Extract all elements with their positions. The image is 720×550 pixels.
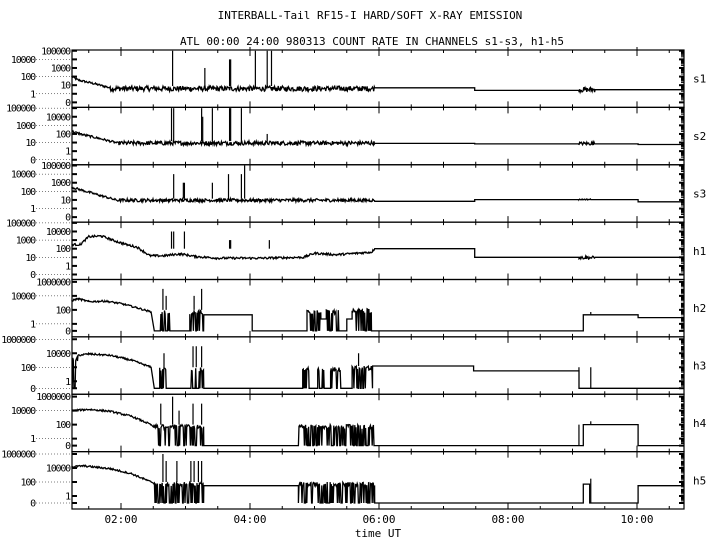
y-tick-label: 0 bbox=[30, 270, 36, 281]
series-h5 bbox=[71, 464, 685, 504]
panel-h3: 1000000 10000 100 1 0 h3 bbox=[1, 333, 706, 395]
y-tick-label: 1 bbox=[65, 261, 71, 272]
panel-frame bbox=[71, 164, 685, 223]
x-tick-labels: 02:00 04:00 06:00 08:00 10:00 bbox=[104, 513, 653, 526]
panel-h5: 1000000 10000 100 1 0 h5 bbox=[1, 448, 706, 510]
channel-label: h4 bbox=[693, 417, 707, 430]
y-tick-label: 10000 bbox=[11, 55, 36, 66]
y-tick-label: 100000 bbox=[41, 46, 71, 57]
y-tick-label: 1000000 bbox=[36, 277, 71, 288]
y-tick-label: 1000 bbox=[51, 63, 71, 74]
y-tick-label: 100 bbox=[21, 478, 37, 489]
y-tick-label: 1 bbox=[30, 434, 36, 445]
panel-frame bbox=[71, 393, 685, 453]
y-tick-label: 10000 bbox=[46, 112, 71, 123]
channel-label: h3 bbox=[693, 360, 706, 373]
x-tick-label: 04:00 bbox=[233, 513, 266, 526]
series-h2 bbox=[71, 297, 685, 332]
channel-label: h2 bbox=[693, 302, 706, 315]
series-s1 bbox=[71, 75, 685, 95]
series-h4 bbox=[71, 408, 685, 447]
y-tick-label: 1 bbox=[30, 204, 36, 215]
y-tick-label: 10000 bbox=[11, 406, 36, 417]
channel-label: s3 bbox=[693, 187, 706, 200]
y-tick-label: 100 bbox=[21, 72, 37, 83]
y-tick-label: 1000000 bbox=[1, 450, 36, 461]
panels: 1000001000010001001010s11000001000010001… bbox=[1, 46, 707, 510]
y-tick-label: 10000 bbox=[11, 170, 36, 181]
y-tick-label: 100 bbox=[21, 363, 37, 374]
y-tick-label: 100000 bbox=[6, 218, 36, 229]
y-tick-label: 1 bbox=[65, 492, 71, 503]
chart-title: INTERBALL-Tail RF15-I HARD/SOFT X-RAY EM… bbox=[218, 9, 523, 22]
x-axis-label: time UT bbox=[355, 527, 402, 540]
panel-frame bbox=[71, 49, 685, 108]
y-tick-label: 10 bbox=[25, 253, 36, 264]
y-tick-label: 100 bbox=[21, 187, 37, 198]
y-tick-label: 100 bbox=[56, 244, 72, 255]
x-tick-label: 02:00 bbox=[104, 513, 137, 526]
x-tick-label: 08:00 bbox=[491, 513, 524, 526]
y-tick-label: 1000000 bbox=[1, 335, 36, 346]
y-tick-label: 0 bbox=[65, 98, 71, 109]
series-s2 bbox=[71, 129, 685, 148]
y-tick-label: 1000000 bbox=[36, 392, 71, 403]
series-h3 bbox=[71, 351, 685, 389]
y-tick-label: 0 bbox=[65, 326, 71, 337]
y-tick-label: 10 bbox=[60, 81, 71, 92]
y-tick-label: 1 bbox=[30, 89, 36, 100]
y-tick-label: 10 bbox=[60, 195, 71, 206]
series-h1 bbox=[71, 234, 685, 261]
y-tick-label: 0 bbox=[30, 499, 36, 510]
channel-label: s1 bbox=[693, 73, 706, 86]
y-tick-label: 10 bbox=[25, 138, 36, 149]
y-tick-label: 10000 bbox=[46, 349, 71, 360]
chart-subtitle: ATL 00:00 24:00 980313 COUNT RATE IN CHA… bbox=[180, 35, 564, 48]
y-tick-label: 1 bbox=[30, 319, 36, 330]
y-tick-label: 10000 bbox=[11, 291, 36, 302]
y-tick-label: 100 bbox=[56, 420, 72, 431]
y-tick-label: 10000 bbox=[46, 227, 71, 238]
y-tick-label: 0 bbox=[30, 155, 36, 166]
y-tick-label: 100000 bbox=[41, 161, 71, 172]
channel-label: s2 bbox=[693, 130, 706, 143]
y-tick-label: 1 bbox=[65, 377, 71, 388]
y-tick-label: 100 bbox=[56, 305, 72, 316]
y-tick-label: 100000 bbox=[6, 104, 36, 115]
x-tick-label: 10:00 bbox=[620, 513, 653, 526]
y-tick-label: 10000 bbox=[46, 464, 71, 475]
panel-frame bbox=[71, 221, 685, 281]
y-tick-label: 1000 bbox=[16, 236, 36, 247]
y-tick-label: 1000 bbox=[51, 178, 71, 189]
y-tick-label: 0 bbox=[30, 384, 36, 395]
y-tick-label: 0 bbox=[65, 213, 71, 224]
y-tick-label: 100 bbox=[56, 129, 72, 140]
series-s3 bbox=[71, 186, 685, 205]
y-tick-label: 0 bbox=[65, 441, 71, 452]
x-tick-label: 06:00 bbox=[362, 513, 395, 526]
y-tick-label: 1 bbox=[65, 147, 71, 158]
channel-label: h1 bbox=[693, 245, 706, 258]
y-tick-label: 1000 bbox=[16, 121, 36, 132]
channel-label: h5 bbox=[693, 474, 706, 487]
panel-frame bbox=[71, 106, 685, 166]
